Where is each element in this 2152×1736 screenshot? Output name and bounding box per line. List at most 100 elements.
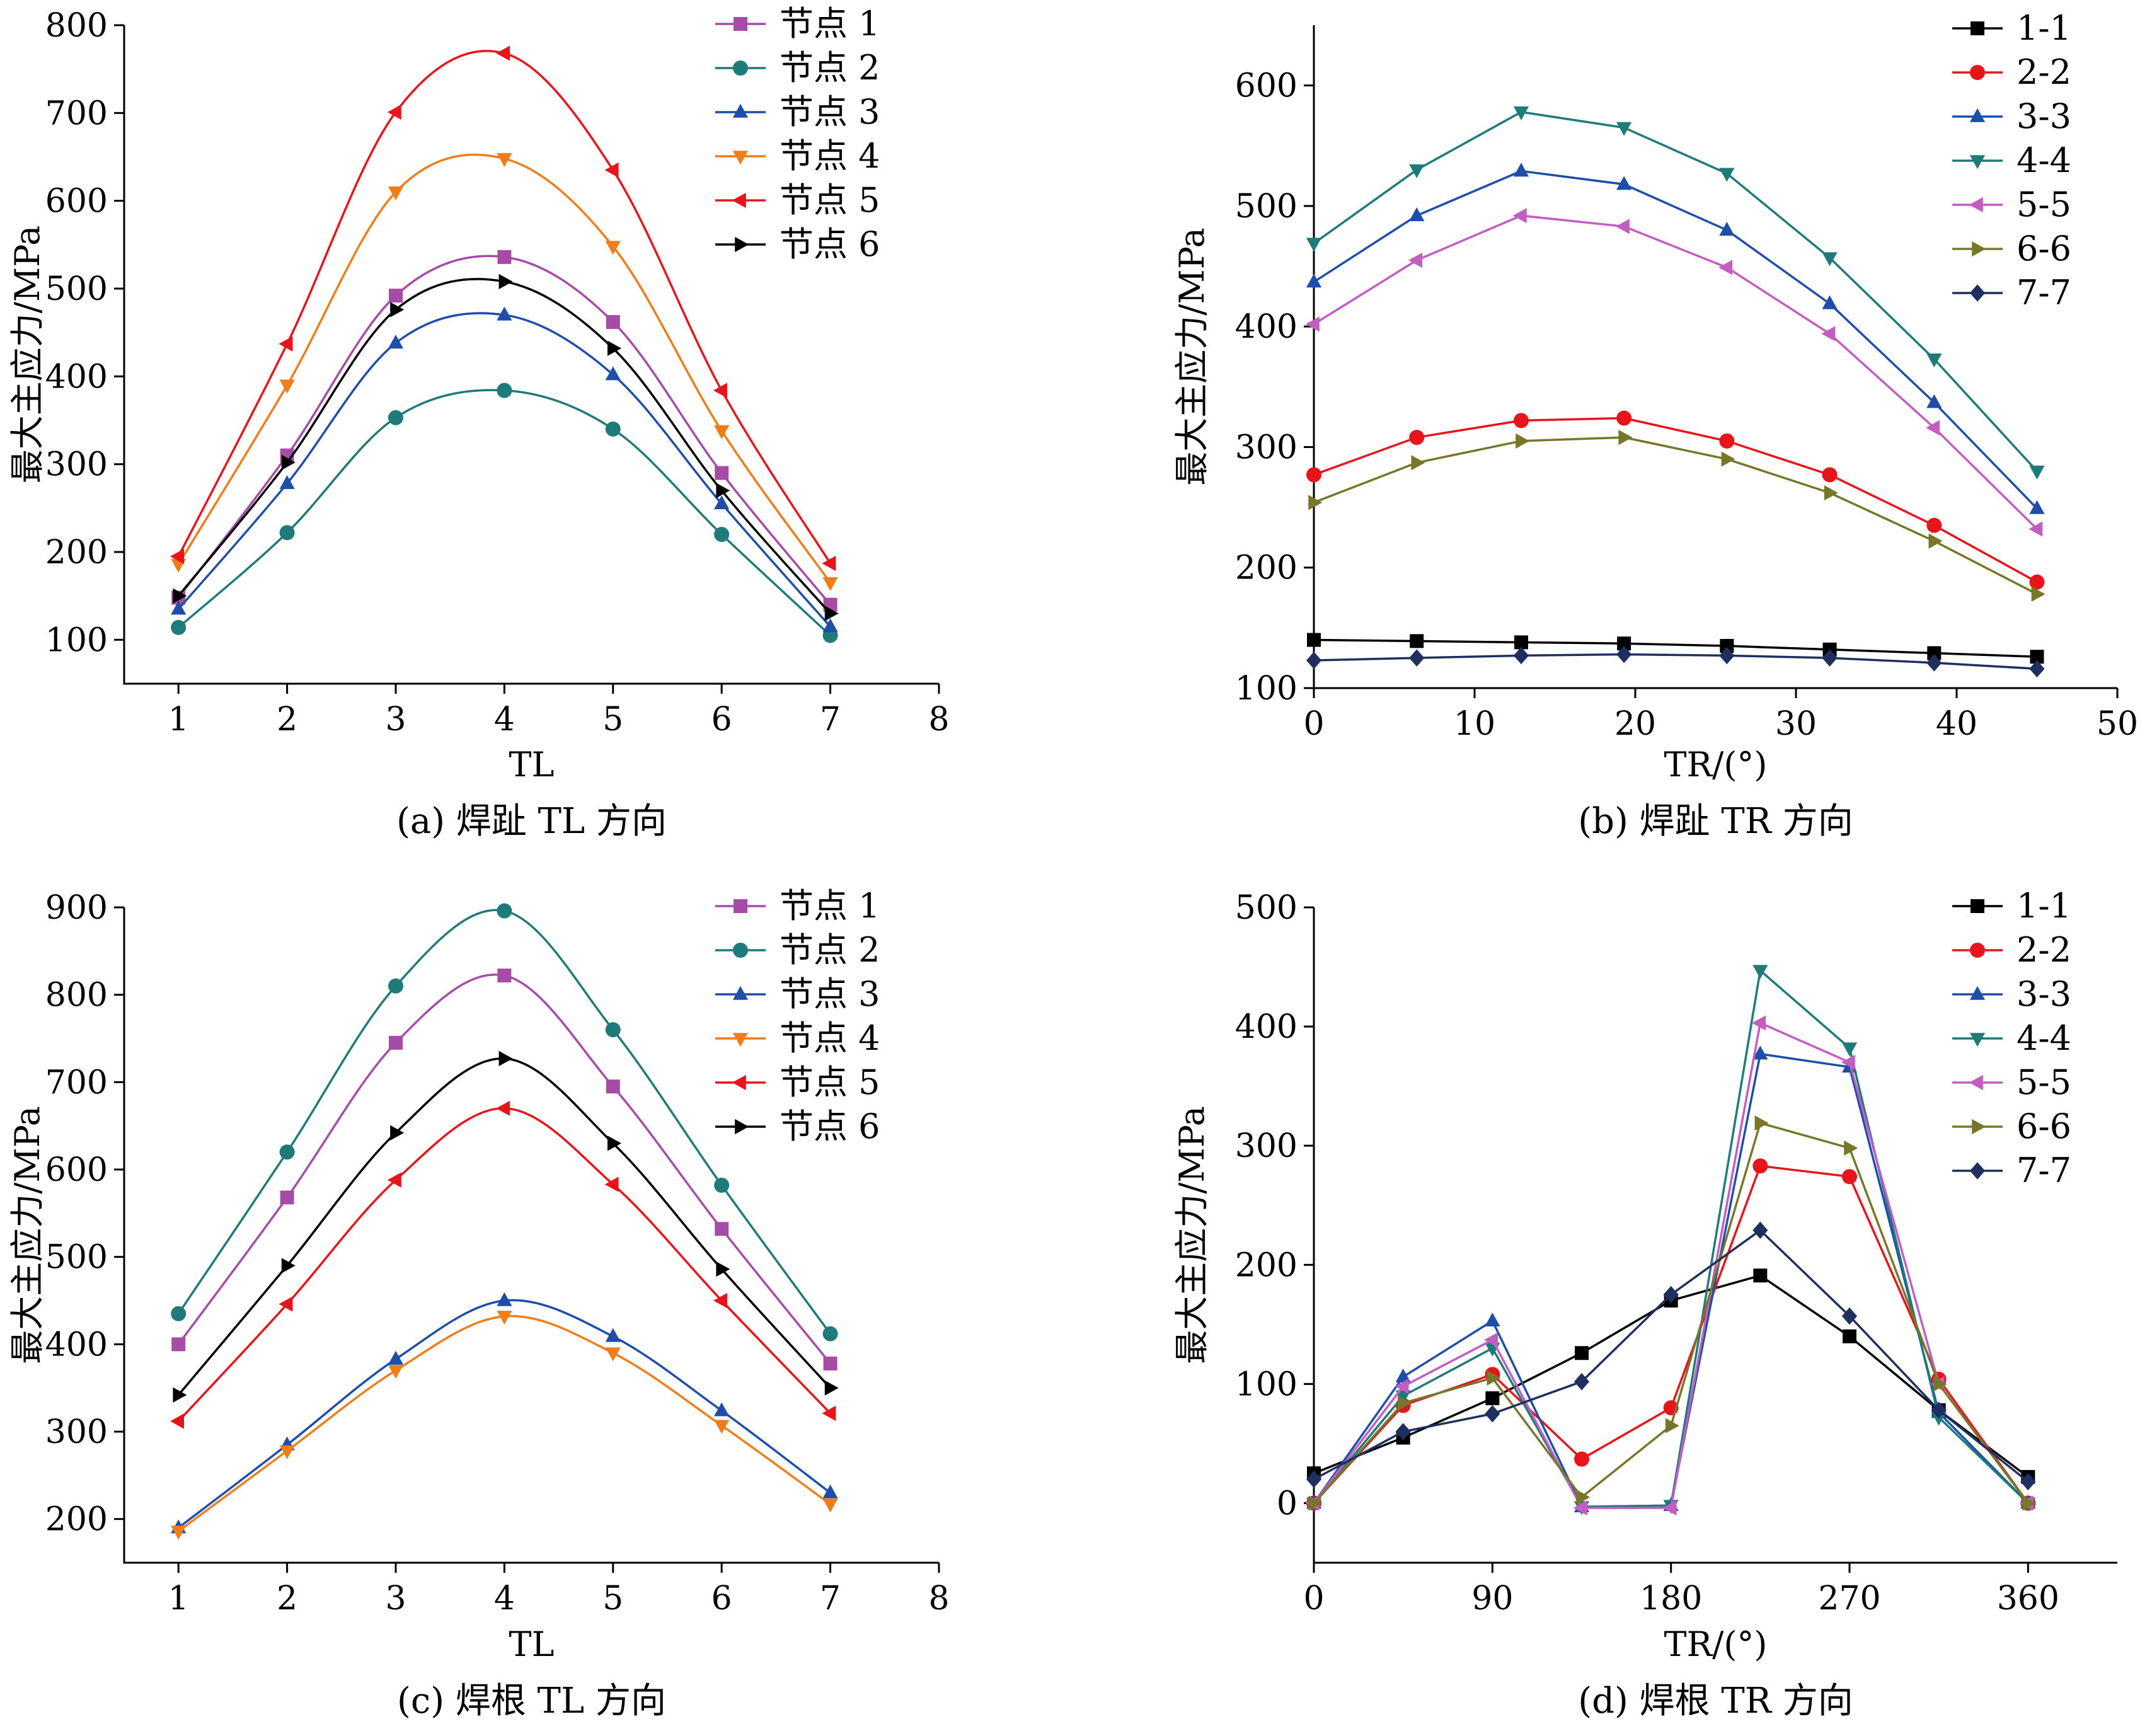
x-tick-label: 1 bbox=[168, 701, 189, 739]
data-point bbox=[822, 1405, 836, 1421]
legend: 节点 1节点 2节点 3节点 4节点 5节点 6 bbox=[715, 4, 880, 264]
data-point bbox=[1409, 207, 1425, 222]
x-tick-label: 20 bbox=[1614, 705, 1656, 743]
data-point bbox=[1409, 164, 1425, 178]
chart-panel-1: 1 2 3 4 5 6 7 8 100 200 300 400 500 600 700 800 TL 最大主应力/… bbox=[8, 4, 950, 842]
legend-marker bbox=[1971, 21, 1984, 35]
y-tick-label: 400 bbox=[1235, 308, 1298, 346]
legend-label: 节点 2 bbox=[780, 48, 880, 88]
data-point bbox=[607, 340, 621, 356]
legend-label: 节点 6 bbox=[780, 1107, 880, 1146]
data-point bbox=[1926, 394, 1942, 408]
data-point bbox=[1410, 634, 1424, 648]
data-point bbox=[823, 1356, 837, 1371]
data-point bbox=[714, 527, 730, 543]
data-point bbox=[1822, 649, 1838, 667]
data-point bbox=[1513, 647, 1529, 665]
series-7 bbox=[1306, 645, 2045, 678]
data-point bbox=[1395, 1379, 1409, 1394]
data-point bbox=[2029, 500, 2045, 514]
legend-label: 7-7 bbox=[2017, 1151, 2071, 1190]
data-point bbox=[1721, 451, 1735, 467]
data-point bbox=[1516, 433, 1530, 449]
data-point bbox=[716, 483, 730, 498]
x-tick-label: 2 bbox=[277, 1580, 297, 1618]
data-point bbox=[1926, 354, 1942, 368]
data-point bbox=[606, 314, 620, 329]
data-point bbox=[387, 1172, 401, 1188]
data-point bbox=[171, 619, 187, 635]
data-point bbox=[1485, 1391, 1500, 1406]
series-7 bbox=[1306, 1221, 2036, 1491]
legend-marker bbox=[1969, 1033, 1986, 1047]
data-point bbox=[1720, 639, 1734, 653]
data-point bbox=[173, 1387, 187, 1403]
data-point bbox=[1752, 1045, 1768, 1060]
legend-marker bbox=[732, 1033, 749, 1047]
y-tick-label: 500 bbox=[45, 270, 108, 308]
legend-label: 4-4 bbox=[2017, 1018, 2071, 1058]
data-point bbox=[279, 525, 295, 541]
axis-lines bbox=[1313, 25, 2117, 689]
data-point bbox=[388, 335, 404, 349]
data-point bbox=[2031, 586, 2046, 602]
data-point bbox=[390, 1125, 405, 1141]
y-tick-label: 700 bbox=[45, 95, 108, 132]
series-1 bbox=[171, 969, 837, 1371]
legend-label: 节点 6 bbox=[780, 224, 880, 264]
data-point bbox=[1487, 1370, 1501, 1386]
data-point bbox=[2020, 1473, 2036, 1491]
legend-marker bbox=[734, 899, 747, 913]
series-1 bbox=[1307, 633, 2044, 664]
series-line bbox=[178, 1299, 831, 1529]
data-point bbox=[1663, 1285, 1679, 1304]
legend-label: 节点 1 bbox=[780, 4, 880, 43]
series-line bbox=[1313, 170, 2038, 510]
data-point bbox=[1616, 645, 1632, 664]
data-point bbox=[1824, 485, 1838, 501]
series-5 bbox=[1305, 208, 2043, 537]
x-axis-title: TL bbox=[509, 1624, 555, 1664]
legend-marker bbox=[732, 986, 749, 1000]
data-point bbox=[1395, 1368, 1411, 1382]
data-point bbox=[1822, 295, 1838, 309]
legend-marker bbox=[1972, 241, 1986, 257]
y-tick-label: 300 bbox=[1235, 428, 1298, 466]
x-tick-label: 10 bbox=[1454, 705, 1495, 743]
legend-marker bbox=[735, 1118, 749, 1135]
data-point bbox=[2030, 650, 2044, 664]
data-point bbox=[1718, 260, 1733, 275]
series-line bbox=[1313, 1229, 2029, 1483]
data-point bbox=[2029, 465, 2045, 480]
data-point bbox=[279, 336, 293, 352]
data-point bbox=[824, 606, 839, 621]
data-point bbox=[714, 1402, 730, 1417]
y-tick-label: 100 bbox=[1235, 670, 1298, 708]
x-tick-label: 1 bbox=[168, 1580, 189, 1618]
data-point bbox=[1306, 652, 1322, 669]
x-tick-label: 40 bbox=[1936, 705, 1977, 743]
x-tick-label: 4 bbox=[494, 1580, 515, 1618]
legend: 节点 1节点 2节点 3节点 4节点 5节点 6 bbox=[715, 886, 880, 1146]
data-point bbox=[170, 1413, 184, 1429]
data-point bbox=[498, 1050, 513, 1066]
y-tick-label: 800 bbox=[45, 977, 108, 1015]
legend-label: 节点 5 bbox=[780, 180, 880, 220]
legend-marker bbox=[732, 1074, 746, 1091]
data-point bbox=[1575, 1346, 1589, 1360]
series-line bbox=[1313, 638, 2037, 658]
y-tick-label: 200 bbox=[1235, 549, 1298, 587]
y-tick-label: 200 bbox=[45, 534, 108, 572]
data-point bbox=[1841, 1054, 1855, 1070]
data-point bbox=[1719, 168, 1735, 182]
x-tick-label: 7 bbox=[820, 1580, 841, 1618]
legend-label: 7-7 bbox=[2017, 273, 2071, 313]
series-3 bbox=[171, 306, 838, 633]
y-tick-label: 400 bbox=[45, 1326, 108, 1364]
y-axis-title: 最大主应力/MPa bbox=[1172, 1106, 1212, 1364]
data-point bbox=[1719, 221, 1735, 236]
panel-caption: (d) 焊根 TR 方向 bbox=[1578, 1681, 1853, 1722]
series-line bbox=[1313, 1052, 2029, 1508]
data-point bbox=[1574, 1372, 1590, 1391]
x-tick-label: 90 bbox=[1471, 1580, 1513, 1618]
